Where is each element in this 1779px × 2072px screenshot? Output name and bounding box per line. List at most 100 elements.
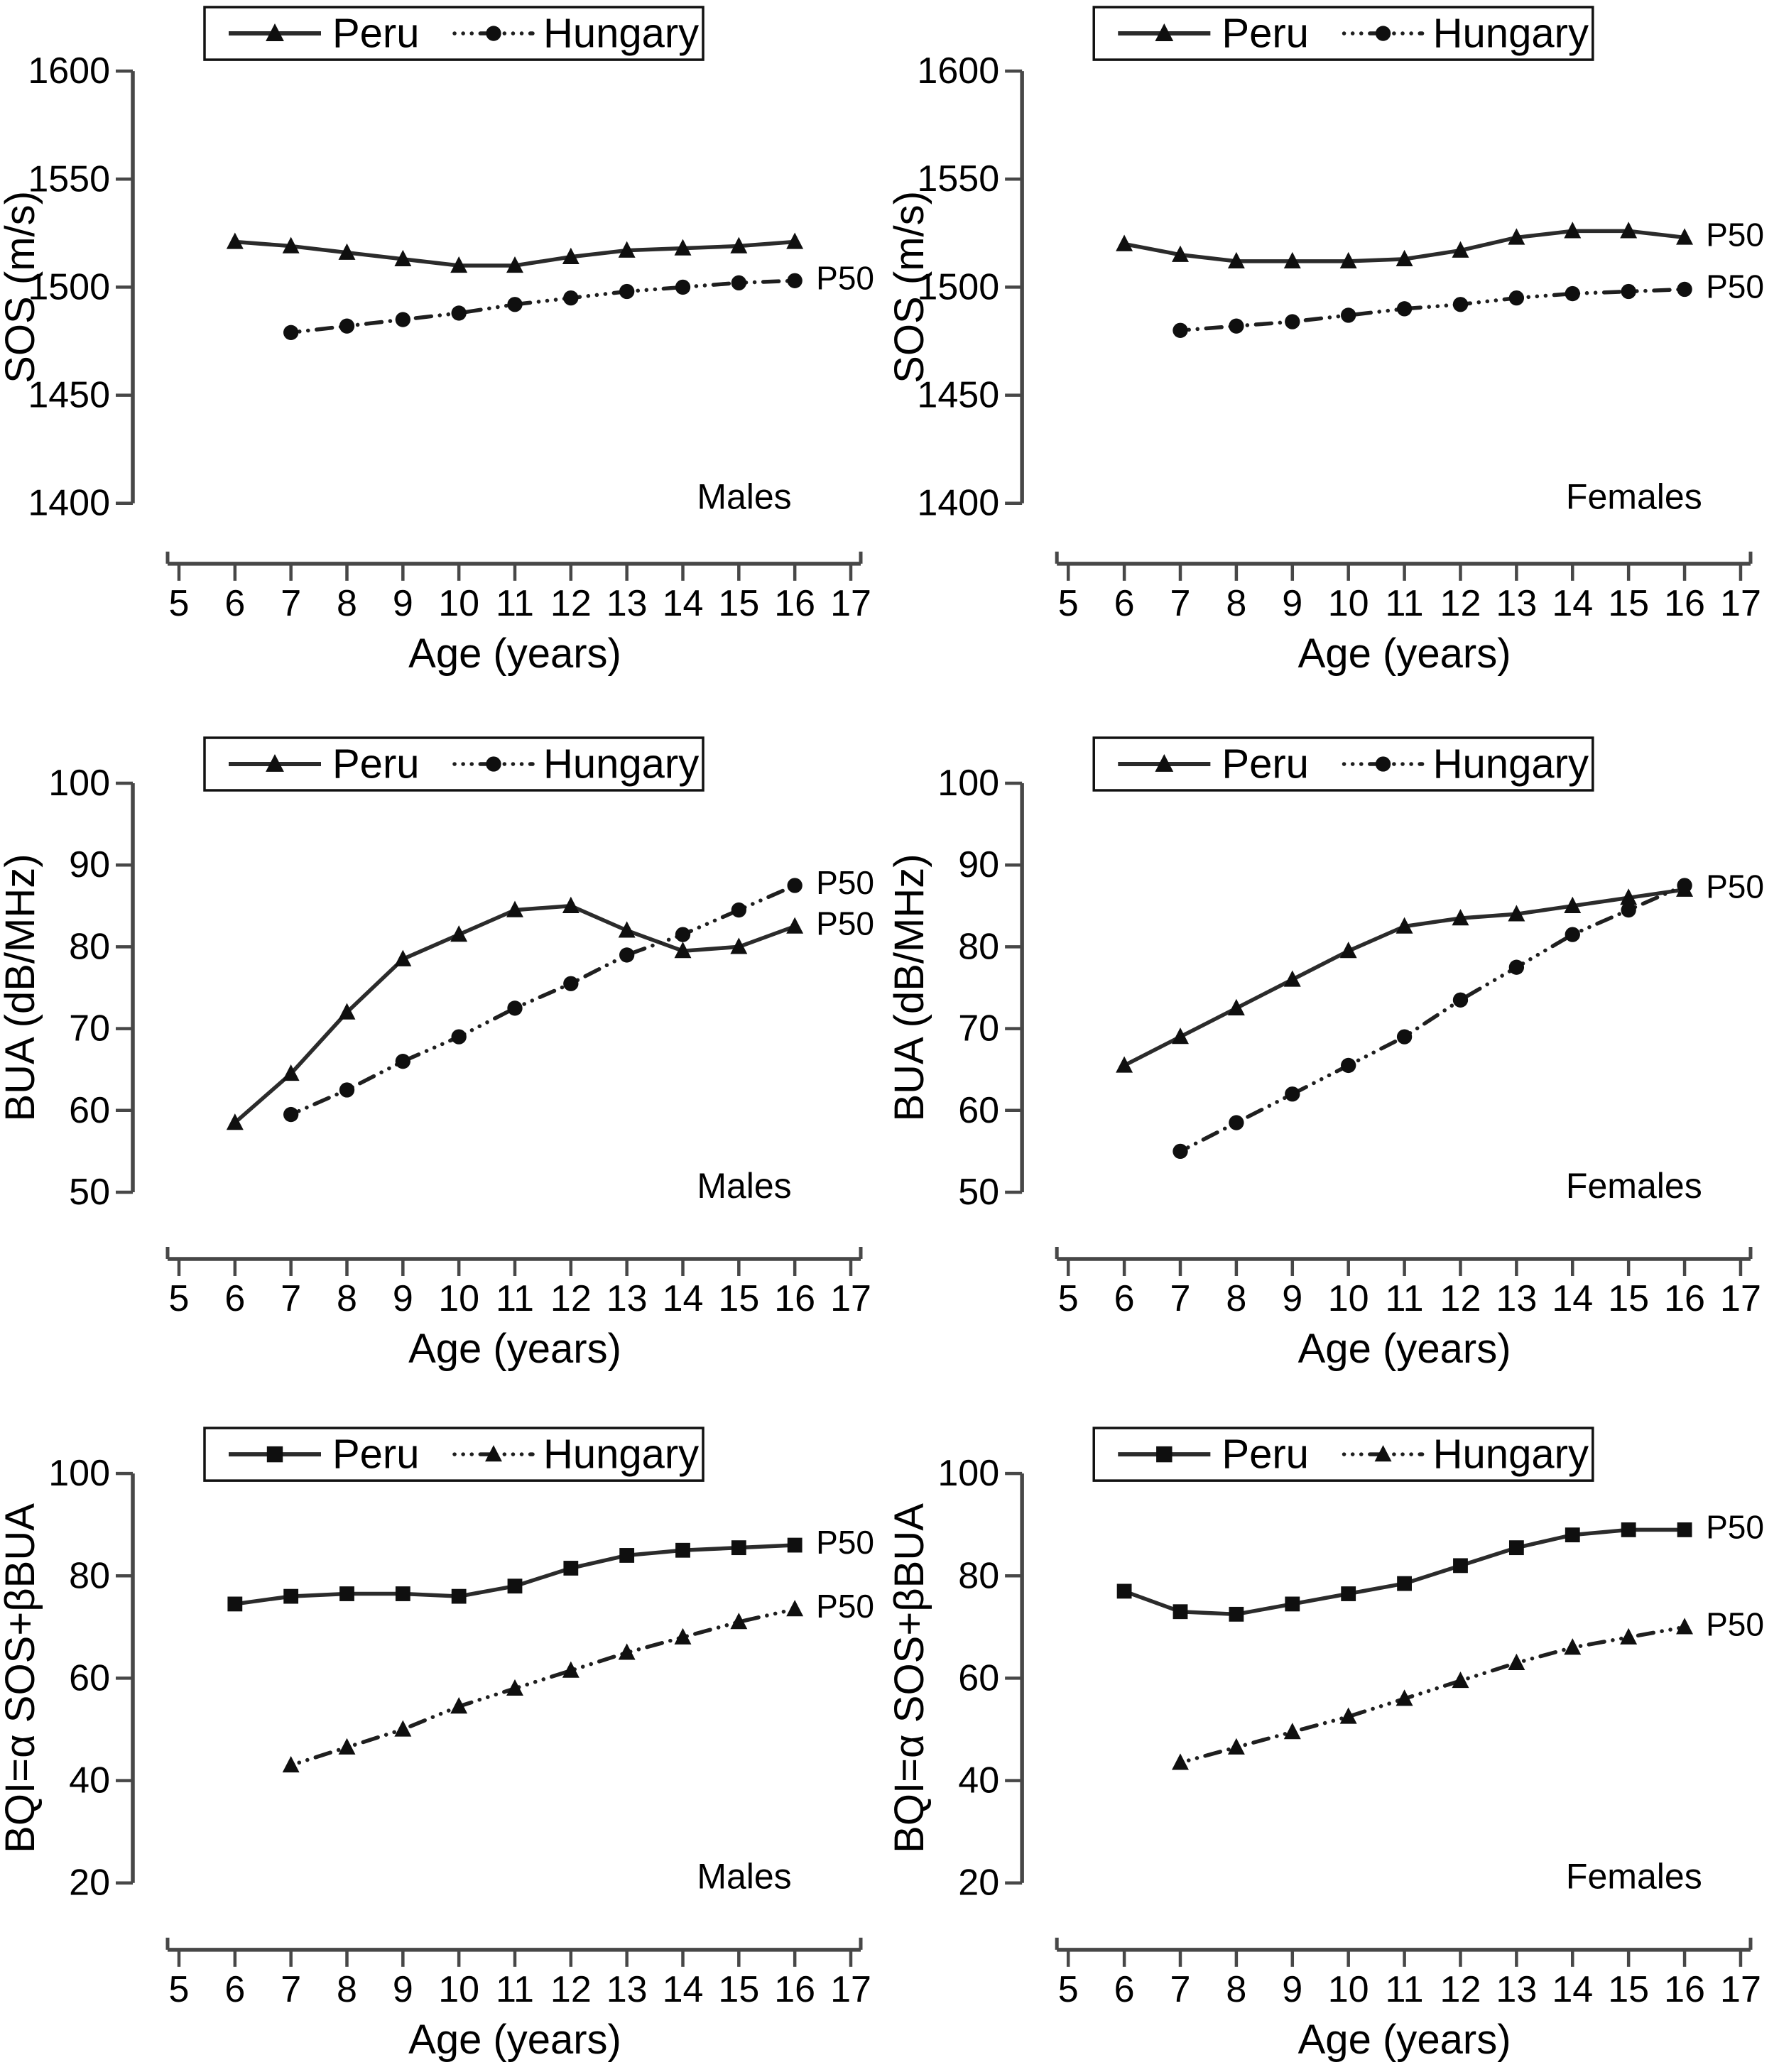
x-tick-label: 16 xyxy=(774,583,815,624)
series-marker-hungary xyxy=(1173,1143,1188,1160)
p50-label: P50 xyxy=(1706,216,1764,253)
series-marker-peru xyxy=(563,1561,579,1576)
series-marker-hungary xyxy=(451,1029,467,1045)
legend-label-hungary: Hungary xyxy=(543,11,699,57)
series-marker-peru xyxy=(1621,1522,1636,1537)
chart-bqi-females: Peru Hungary 20 40 60 80 100 BQI=α SOS+βBUA 5 6 7 8… xyxy=(889,1381,1779,2072)
series-marker-hungary xyxy=(1676,1618,1694,1635)
y-tick-label: 100 xyxy=(937,1453,999,1494)
series-marker-peru xyxy=(731,1540,746,1556)
x-tick-label: 8 xyxy=(337,1969,357,2010)
y-tick-label: 1500 xyxy=(28,266,110,307)
y-axis-title: BUA (dB/MHz) xyxy=(0,854,43,1121)
y-tick-label: 1600 xyxy=(917,50,999,92)
y-axis-title: BQI=α SOS+βBUA xyxy=(0,1503,43,1853)
x-tick-label: 17 xyxy=(1720,583,1761,624)
series-marker-peru xyxy=(227,1596,243,1612)
series-line-hungary xyxy=(1178,1625,1687,1765)
y-tick-label: 70 xyxy=(958,1008,999,1049)
x-tick-label: 7 xyxy=(1170,1278,1191,1319)
series-marker-hungary xyxy=(1396,301,1413,317)
y-tick-label: 1450 xyxy=(28,375,110,416)
series-marker-hungary xyxy=(283,1106,299,1123)
x-tick-label: 7 xyxy=(1170,1969,1191,2010)
series-marker-peru xyxy=(1396,917,1413,934)
series-marker-hungary xyxy=(395,312,410,327)
x-tick-label: 13 xyxy=(606,583,648,624)
series-marker-peru xyxy=(1229,1606,1244,1622)
x-tick-label: 12 xyxy=(1440,1969,1481,2010)
series-marker-peru xyxy=(1172,245,1189,262)
y-tick-label: 20 xyxy=(958,1863,999,1904)
series-marker-hungary xyxy=(451,305,467,321)
chart-svg-bua-males: Peru Hungary 50 60 70 80 90 100 BUA (dB/MHz) 5 6 7 8… xyxy=(0,736,874,1372)
p50-label: P50 xyxy=(1706,868,1764,905)
x-tick-label: 14 xyxy=(663,583,704,624)
series-marker-peru xyxy=(394,949,412,966)
series-marker-peru xyxy=(618,241,636,258)
series-marker-peru xyxy=(1564,222,1582,239)
series-marker-peru xyxy=(1341,1586,1356,1601)
series-marker-peru xyxy=(786,232,804,249)
legend-sos-females: Peru Hungary xyxy=(1092,6,1594,61)
legend-label-peru: Peru xyxy=(1222,11,1309,57)
x-axis: 5 6 7 8 9 10 11 12 13 14 15 16 17 xyxy=(165,1247,871,1319)
series-marker-hungary xyxy=(563,290,579,306)
series-marker-hungary xyxy=(619,283,635,300)
series-marker-peru xyxy=(507,1578,523,1594)
legend-label-hungary: Hungary xyxy=(543,1432,699,1478)
panel-label: Males xyxy=(697,477,791,517)
x-tick-label: 17 xyxy=(830,583,871,624)
legend-label-peru: Peru xyxy=(1222,1432,1309,1478)
series-marker-hungary xyxy=(1677,878,1692,893)
series-marker-hungary xyxy=(1173,322,1188,338)
legend-bqi-males: Peru Hungary xyxy=(203,1427,704,1482)
x-tick-label: 14 xyxy=(1552,583,1593,624)
y-tick-label: 1400 xyxy=(28,483,110,524)
y-tick-label: 80 xyxy=(69,1555,110,1596)
y-axis: 1400 1450 1500 1550 1600 xyxy=(28,50,135,524)
series-marker-hungary xyxy=(1564,1638,1582,1655)
y-tick-label: 60 xyxy=(958,1657,999,1699)
x-tick-label: 5 xyxy=(1058,1278,1079,1319)
series-marker-peru xyxy=(674,239,692,256)
series-marker-peru xyxy=(1620,222,1638,239)
series-marker-hungary xyxy=(787,273,803,288)
x-tick-label: 17 xyxy=(1720,1278,1761,1319)
x-tick-label: 7 xyxy=(281,1969,301,2010)
y-tick-label: 1500 xyxy=(917,266,999,307)
x-tick-label: 8 xyxy=(337,1278,357,1319)
series-marker-hungary xyxy=(339,318,355,334)
y-tick-label: 60 xyxy=(69,1657,110,1699)
legend-label-peru: Peru xyxy=(332,741,420,787)
x-tick-label: 9 xyxy=(1282,583,1302,624)
x-tick-label: 14 xyxy=(1552,1278,1593,1319)
x-axis: 5 6 7 8 9 10 11 12 13 14 15 16 17 xyxy=(165,551,871,624)
chart-svg-bua-females: Peru Hungary 50 60 70 80 90 100 BUA (dB/MHz) 5 6 7 8… xyxy=(889,736,1764,1372)
y-tick-label: 1550 xyxy=(917,158,999,200)
y-tick-label: 50 xyxy=(958,1172,999,1213)
y-tick-label: 1450 xyxy=(917,375,999,416)
x-tick-label: 11 xyxy=(1386,1969,1424,2010)
p50-label: P50 xyxy=(816,864,874,901)
series-marker-peru xyxy=(226,232,244,249)
legend-label-peru: Peru xyxy=(332,1432,419,1478)
series-marker-peru xyxy=(450,256,468,273)
x-tick-label: 12 xyxy=(550,583,592,624)
series-marker-peru xyxy=(1285,1596,1300,1612)
x-tick-label: 6 xyxy=(1114,1278,1135,1319)
series-marker-peru xyxy=(1452,241,1469,258)
series-marker-peru xyxy=(1452,909,1469,926)
p50-label: P50 xyxy=(1706,268,1764,305)
x-axis: 5 6 7 8 9 10 11 12 13 14 15 16 17 xyxy=(1055,1937,1761,2010)
legend-marker-hungary xyxy=(1375,756,1391,772)
series-marker-hungary xyxy=(339,1082,355,1098)
series-marker-hungary xyxy=(562,1661,580,1678)
legend-marker-hungary xyxy=(485,1445,502,1462)
series-marker-peru xyxy=(786,917,804,934)
series-marker-peru xyxy=(226,1113,244,1130)
series-marker-hungary xyxy=(1677,281,1692,298)
series-marker-peru xyxy=(451,1588,467,1604)
x-tick-label: 17 xyxy=(830,1969,871,2010)
